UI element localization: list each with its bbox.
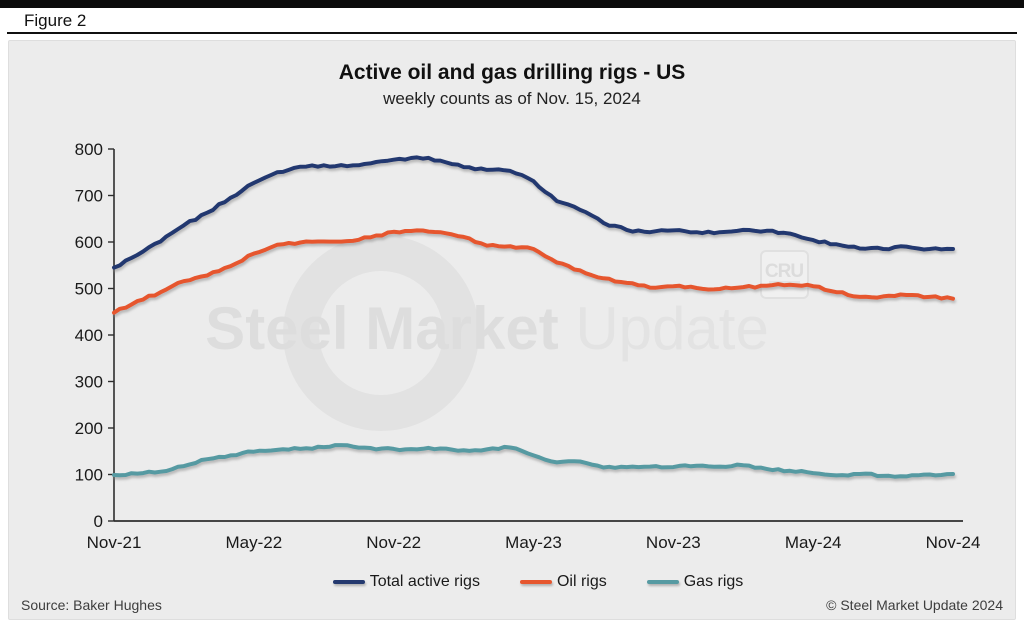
legend: Total active rigs Oil rigs Gas rigs: [9, 573, 1015, 591]
legend-label-gas-rigs: Gas rigs: [683, 573, 744, 590]
y-tick-label: 200: [75, 419, 103, 438]
x-tick-label: Nov-22: [366, 533, 421, 552]
figure-label: Figure 2: [24, 11, 87, 30]
cru-logo-underline: [769, 281, 800, 284]
x-tick-label: May-24: [785, 533, 842, 552]
watermark-text: Steel Market Update: [205, 295, 769, 362]
axis-labels: 0 100 200 300 400 500 600 700 800 Nov-21 May-22 Nov…: [75, 140, 981, 552]
header-divider: [7, 32, 1017, 34]
source-note: Source: Baker Hughes: [21, 597, 162, 613]
x-tick-label: Nov-21: [87, 533, 142, 552]
y-tick-label: 400: [75, 326, 103, 345]
data-series: [112, 155, 955, 479]
series-line-oil-rigs: [112, 228, 955, 315]
watermark: CRU Steel Market Update: [205, 235, 809, 431]
chart-canvas: CRU Steel Market Update 0 100 200 300 400 500…: [75, 140, 981, 552]
x-tick-label: May-23: [505, 533, 562, 552]
chart-panel: CRU Steel Market Update 0 100 200 300 400 500…: [8, 40, 1016, 620]
y-tick-label: 700: [75, 187, 103, 206]
top-black-bar: [0, 0, 1024, 8]
legend-label-total-rigs: Total active rigs: [369, 573, 480, 590]
axes: [108, 148, 963, 522]
gas-rigs-swatch: [646, 580, 679, 584]
oil-rigs-swatch: [519, 580, 552, 584]
chart-footer: Source: Baker Hughes © Steel Market Upda…: [21, 597, 1003, 613]
series-line-total-active-rigs: [112, 155, 955, 270]
y-tick-label: 500: [75, 280, 103, 299]
copyright-note: © Steel Market Update 2024: [826, 597, 1003, 613]
series-line-gas-rigs: [112, 443, 955, 479]
y-tick-label: 300: [75, 373, 103, 392]
chart-title: Active oil and gas drilling rigs - US: [338, 61, 686, 84]
cru-logo-text: CRU: [765, 261, 803, 282]
legend-item-oil-rigs: Oil rigs: [519, 573, 607, 591]
x-tick-label: Nov-24: [926, 533, 981, 552]
y-tick-label: 600: [75, 233, 103, 252]
y-tick-label: 100: [75, 466, 103, 485]
legend-item-total-rigs: Total active rigs: [332, 573, 480, 591]
x-tick-label: Nov-23: [646, 533, 701, 552]
legend-item-gas-rigs: Gas rigs: [646, 573, 744, 591]
chart-subtitle: weekly counts as of Nov. 15, 2024: [383, 89, 641, 108]
y-tick-label: 800: [75, 140, 103, 159]
legend-label-oil-rigs: Oil rigs: [556, 573, 607, 590]
watermark-ring: [283, 235, 479, 431]
y-tick-label: 0: [94, 512, 103, 531]
x-tick-label: May-22: [225, 533, 282, 552]
total-rigs-swatch: [332, 580, 365, 584]
